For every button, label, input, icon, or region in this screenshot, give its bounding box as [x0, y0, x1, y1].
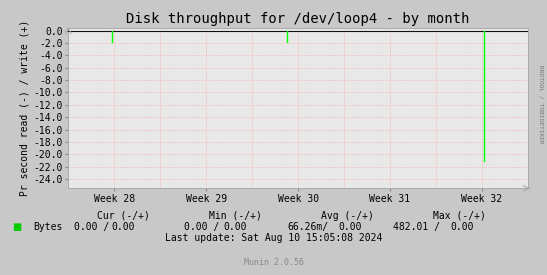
- Text: Bytes: Bytes: [33, 222, 62, 232]
- Text: 482.01 /: 482.01 /: [393, 222, 440, 232]
- Text: 0.00 /: 0.00 /: [184, 222, 219, 232]
- Text: Cur (-/+): Cur (-/+): [97, 211, 149, 221]
- Text: 0.00: 0.00: [451, 222, 474, 232]
- Y-axis label: Pr second read (-) / write (+): Pr second read (-) / write (+): [19, 20, 30, 196]
- Text: 0.00: 0.00: [339, 222, 362, 232]
- Text: Max (-/+): Max (-/+): [433, 211, 486, 221]
- Text: 0.00: 0.00: [112, 222, 135, 232]
- Text: Avg (-/+): Avg (-/+): [321, 211, 374, 221]
- Text: Munin 2.0.56: Munin 2.0.56: [243, 258, 304, 267]
- Text: 66.26m/: 66.26m/: [287, 222, 328, 232]
- Text: Last update: Sat Aug 10 15:05:08 2024: Last update: Sat Aug 10 15:05:08 2024: [165, 233, 382, 243]
- Text: 0.00: 0.00: [224, 222, 247, 232]
- Text: 0.00 /: 0.00 /: [74, 222, 109, 232]
- Text: ■: ■: [12, 222, 21, 232]
- Title: Disk throughput for /dev/loop4 - by month: Disk throughput for /dev/loop4 - by mont…: [126, 12, 470, 26]
- Text: Min (-/+): Min (-/+): [209, 211, 261, 221]
- Text: RRDTOOL / TOBIOETIKER: RRDTOOL / TOBIOETIKER: [538, 65, 543, 144]
